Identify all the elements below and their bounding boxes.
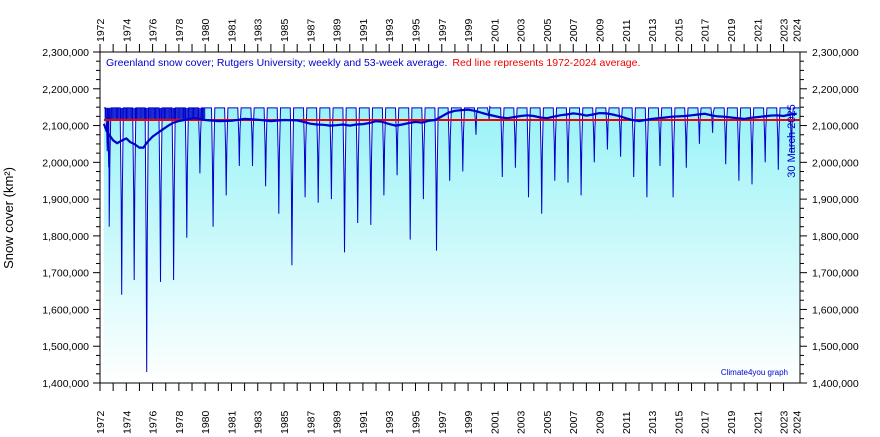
x-tick-label-bottom: 1974 xyxy=(121,410,133,434)
y-tick-label-left: 2,000,000 xyxy=(42,157,89,169)
y-tick-label-left: 2,100,000 xyxy=(42,121,89,133)
x-tick-label-bottom: 2009 xyxy=(595,410,607,434)
x-axis-top: 1972 1974 1976 1978 1980 1981 1983 1985 1987 1989… xyxy=(95,18,804,52)
x-tick-label-top: 2017 xyxy=(700,18,712,42)
x-tick-label-top: 2023 xyxy=(779,18,791,42)
x-tick-label-top: 2007 xyxy=(568,18,580,42)
y-tick-label-right: 1,400,000 xyxy=(812,378,859,390)
y-axis-label: Snow cover (km²) xyxy=(1,167,16,269)
y-axis-left: 1,400,000 1,500,000 1,600,000 1,700,000 1,80… xyxy=(42,47,100,390)
x-tick-label-top: 2011 xyxy=(621,19,633,42)
x-tick-label-top: 2003 xyxy=(516,18,528,42)
x-tick-label-top: 1983 xyxy=(253,18,265,42)
x-tick-label-bottom: 2011 xyxy=(621,411,633,434)
x-axis-bottom: 1972 1974 1976 1978 1980 1981 1983 1985 1987 1989… xyxy=(95,383,804,434)
x-tick-label-top: 2024 xyxy=(792,18,804,42)
x-tick-label-top: 1995 xyxy=(411,18,423,42)
running-average-group xyxy=(102,108,797,149)
y-tick-label-right: 1,500,000 xyxy=(812,341,859,353)
x-tick-label-bottom: 1997 xyxy=(437,410,449,434)
x-tick-label-bottom: 1995 xyxy=(411,410,423,434)
x-tick-label-bottom: 2001 xyxy=(489,410,501,434)
x-tick-label-top: 2005 xyxy=(542,18,554,42)
x-tick-label-top: 1989 xyxy=(332,18,344,42)
date-annotation: 30 March 2025 xyxy=(786,104,798,177)
y-tick-label-right: 2,300,000 xyxy=(812,47,859,59)
x-tick-label-bottom: 1978 xyxy=(174,410,186,434)
y-tick-label-right: 1,700,000 xyxy=(812,268,859,280)
y-tick-label-left: 1,800,000 xyxy=(42,231,89,243)
chart-title-main: Greenland snow cover; Rutgers University… xyxy=(106,57,447,69)
x-tick-label-top: 1997 xyxy=(437,18,449,42)
x-tick-label-bottom: 2005 xyxy=(542,410,554,434)
x-tick-label-bottom: 2003 xyxy=(516,410,528,434)
y-tick-label-left: 1,500,000 xyxy=(42,341,89,353)
y-tick-label-left: 2,300,000 xyxy=(42,47,89,59)
x-tick-label-bottom: 2007 xyxy=(568,410,580,434)
x-tick-label-bottom: 1976 xyxy=(148,410,160,434)
x-tick-label-bottom: 1989 xyxy=(332,410,344,434)
x-tick-label-bottom: 1972 xyxy=(95,410,107,434)
running-average-line xyxy=(102,108,797,149)
x-tick-label-top: 2013 xyxy=(647,18,659,42)
y-tick-label-right: 1,900,000 xyxy=(812,194,859,206)
x-tick-label-bottom: 2017 xyxy=(700,410,712,434)
x-tick-label-top: 2019 xyxy=(726,18,738,42)
y-tick-label-left: 2,200,000 xyxy=(42,84,89,96)
x-tick-label-top: 1991 xyxy=(358,18,370,42)
y-tick-label-right: 1,600,000 xyxy=(812,304,859,316)
x-tick-label-bottom: 1991 xyxy=(358,410,370,434)
x-tick-label-top: 2001 xyxy=(489,18,501,42)
x-tick-label-bottom: 2019 xyxy=(726,410,738,434)
x-tick-label-top: 2009 xyxy=(595,18,607,42)
chart-subtitle: Red line represents 1972-2024 average. xyxy=(452,57,640,69)
x-tick-label-top: 1972 xyxy=(95,18,107,42)
x-tick-label-bottom: 2024 xyxy=(792,410,804,434)
y-axis-right: 1,400,000 1,500,000 1,600,000 1,700,000 1,80… xyxy=(800,47,859,390)
y-tick-label-right: 2,100,000 xyxy=(812,121,859,133)
x-tick-label-top: 1993 xyxy=(384,18,396,42)
weekly-area-fill xyxy=(103,106,800,383)
chart-title: Greenland snow cover; Rutgers University… xyxy=(106,57,640,69)
x-tick-label-top: 2021 xyxy=(752,18,764,42)
x-tick-label-bottom: 2013 xyxy=(647,410,659,434)
y-tick-label-left: 1,600,000 xyxy=(42,304,89,316)
x-tick-label-bottom: 2021 xyxy=(752,410,764,434)
credit-label: Climate4you graph xyxy=(721,368,788,377)
y-tick-label-left: 1,400,000 xyxy=(42,378,89,390)
x-tick-label-top: 2015 xyxy=(673,18,685,42)
x-tick-label-bottom: 1980 xyxy=(200,410,212,434)
x-tick-label-bottom: 1993 xyxy=(384,410,396,434)
weekly-series-line xyxy=(103,105,800,373)
x-tick-label-top: 1980 xyxy=(200,18,212,42)
snow-fill xyxy=(103,106,800,383)
y-tick-label-left: 1,700,000 xyxy=(42,268,89,280)
x-tick-label-bottom: 1999 xyxy=(463,410,475,434)
x-tick-label-top: 1999 xyxy=(463,18,475,42)
x-tick-label-top: 1987 xyxy=(305,18,317,42)
x-tick-label-bottom: 1981 xyxy=(227,410,239,434)
x-tick-label-bottom: 2015 xyxy=(673,410,685,434)
x-tick-label-top: 1976 xyxy=(148,18,160,42)
weekly-series-group xyxy=(103,105,800,373)
x-tick-label-top: 1974 xyxy=(121,18,133,42)
y-tick-label-right: 1,800,000 xyxy=(812,231,859,243)
x-tick-label-bottom: 2023 xyxy=(779,410,791,434)
x-tick-label-bottom: 1985 xyxy=(279,410,291,434)
y-tick-label-right: 2,000,000 xyxy=(812,157,859,169)
x-tick-label-top: 1985 xyxy=(279,18,291,42)
x-tick-label-top: 1981 xyxy=(227,18,239,42)
x-tick-label-bottom: 1987 xyxy=(305,410,317,434)
y-tick-label-left: 1,900,000 xyxy=(42,194,89,206)
x-tick-label-bottom: 1983 xyxy=(253,410,265,434)
y-tick-label-right: 2,200,000 xyxy=(812,84,859,96)
x-tick-label-top: 1978 xyxy=(174,18,186,42)
